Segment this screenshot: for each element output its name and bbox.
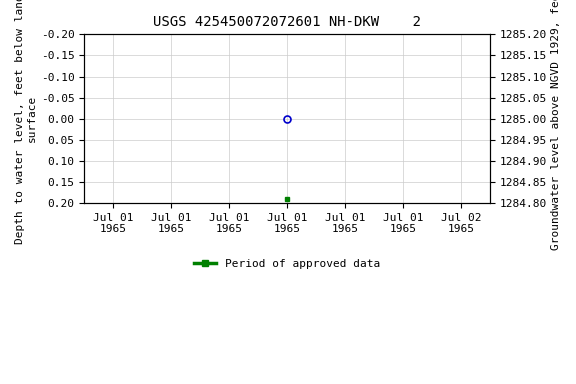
Y-axis label: Depth to water level, feet below land
surface: Depth to water level, feet below land su… (15, 0, 37, 243)
Y-axis label: Groundwater level above NGVD 1929, feet: Groundwater level above NGVD 1929, feet (551, 0, 561, 250)
Legend: Period of approved data: Period of approved data (190, 255, 385, 273)
Title: USGS 425450072072601 NH-DKW    2: USGS 425450072072601 NH-DKW 2 (153, 15, 421, 29)
